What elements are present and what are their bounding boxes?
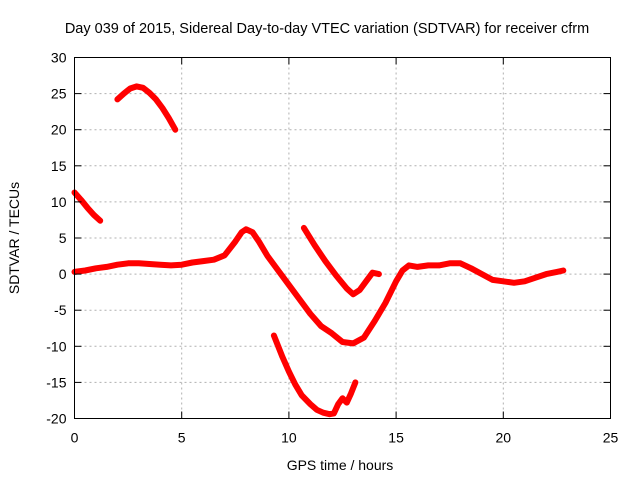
grid-layer [74, 57, 611, 419]
series-layer [71, 83, 567, 418]
x-tick-label: 0 [71, 430, 79, 446]
y-tick-label: 30 [51, 50, 67, 66]
series-arc-3 [300, 224, 382, 298]
x-tick-label: 5 [178, 430, 186, 446]
y-axis-label: SDTVAR / TECUs [6, 182, 22, 294]
y-tick-label: 5 [59, 230, 67, 246]
x-tick-label: 25 [603, 430, 619, 446]
y-tick-label: 25 [51, 86, 67, 102]
series-arc-4 [270, 332, 359, 418]
y-tick-label: 20 [51, 122, 67, 138]
tick-layer: 0 5 10 15 20 25 -20 -15 -10 -5 0 5 10 15 20 25 30 [46, 50, 618, 446]
y-tick-label: 15 [51, 158, 67, 174]
series-arc-1 [71, 189, 104, 224]
y-tick-label: -5 [54, 302, 67, 318]
y-tick-label: -10 [46, 338, 66, 354]
y-tick-label: -20 [46, 411, 66, 427]
series-main-trend [71, 226, 567, 347]
chart-title: Day 039 of 2015, Sidereal Day-to-day VTE… [65, 21, 589, 37]
series-arc-2 [114, 83, 179, 133]
y-tick-label: 0 [59, 266, 67, 282]
x-tick-label: 15 [388, 430, 404, 446]
y-tick-label: -15 [46, 374, 66, 390]
x-axis-label: GPS time / hours [287, 457, 394, 473]
x-tick-label: 20 [496, 430, 512, 446]
x-tick-label: 10 [281, 430, 297, 446]
y-tick-label: 10 [51, 194, 67, 210]
